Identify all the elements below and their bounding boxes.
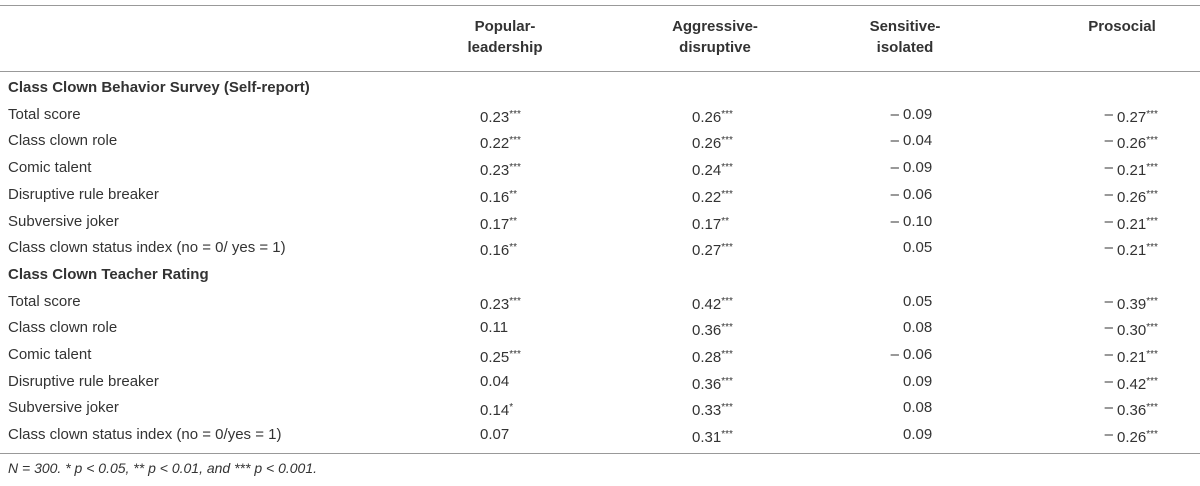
cell-value: 0.23***	[480, 108, 521, 126]
row-label: Disruptive rule breaker	[8, 372, 159, 390]
row-label: Subversive joker	[8, 399, 119, 417]
cell-value: 0.33***	[692, 402, 733, 420]
cell-value: 0.42***	[692, 295, 733, 313]
cell-value: 0.23***	[480, 162, 521, 180]
cell-value: 0.28***	[692, 349, 733, 366]
cell-value: 0.22***	[480, 135, 521, 153]
cell-value: 0.16**	[480, 188, 517, 206]
bottom-rule	[0, 453, 1200, 454]
cell-value: 0.04	[480, 372, 510, 390]
cell-value: 0.16**	[480, 242, 517, 260]
cell-value: 0.27***	[692, 242, 733, 260]
cell-value: –0.06	[890, 185, 933, 203]
top-rule	[0, 5, 1200, 6]
section-title: Class Clown Teacher Rating	[8, 265, 209, 283]
cell-value: 0.17**	[480, 215, 517, 233]
cell-value: –0.21***	[1104, 346, 1158, 366]
cell-value: –0.21***	[1104, 159, 1158, 180]
column-header: Prosocial	[1088, 18, 1156, 35]
row-label: Class clown role	[8, 132, 118, 150]
cell-value: 0.25***	[480, 349, 521, 366]
cell-value: 0.09	[903, 372, 933, 390]
cell-value: 0.31***	[692, 429, 733, 447]
row-label: Total score	[8, 105, 81, 123]
cell-value: 0.36***	[692, 322, 733, 340]
cell-value: 0.17**	[692, 215, 729, 233]
cell-value: –0.26***	[1104, 185, 1158, 206]
cell-value: –0.09	[890, 105, 933, 123]
cell-value: –0.39***	[1104, 292, 1158, 313]
cell-value: 0.11	[480, 319, 509, 337]
cell-value: 0.26***	[692, 135, 733, 153]
row-label: Total score	[8, 292, 81, 310]
cell-value: 0.23***	[480, 295, 521, 313]
column-header: Aggressive- disruptive	[672, 18, 758, 56]
cell-value: –0.27***	[1104, 105, 1158, 126]
cell-value: –0.21***	[1104, 239, 1158, 260]
row-label: Comic talent	[8, 346, 92, 363]
cell-value: 0.05	[903, 292, 933, 310]
cell-value: 0.36***	[692, 375, 733, 393]
cell-value: –0.04	[890, 132, 933, 150]
row-label: Class clown role	[8, 319, 118, 337]
cell-value: –0.21***	[1104, 212, 1158, 233]
cell-value: 0.26***	[692, 108, 733, 126]
row-label: Disruptive rule breaker	[8, 185, 159, 203]
cell-value: 0.08	[903, 319, 933, 337]
cell-value: 0.22***	[692, 188, 733, 206]
cell-value: –0.10	[890, 212, 933, 230]
header-rule	[0, 71, 1200, 72]
cell-value: –0.42***	[1104, 372, 1158, 393]
cell-value: –0.26***	[1104, 132, 1158, 153]
row-label: Subversive joker	[8, 212, 119, 230]
cell-value: –0.30***	[1104, 319, 1158, 340]
cell-value: 0.24***	[692, 162, 733, 180]
cell-value: –0.09	[890, 159, 933, 177]
column-header: Popular- leadership	[467, 18, 543, 56]
section-title: Class Clown Behavior Survey (Self-report…	[8, 79, 310, 96]
row-label: Comic talent	[8, 159, 92, 177]
row-label: Class clown status index (no = 0/yes = 1…	[8, 426, 282, 444]
cell-value: –0.26***	[1104, 426, 1158, 447]
cell-value: –0.06	[890, 346, 933, 363]
footnote: N = 300. * p < 0.05, ** p < 0.01, and **…	[8, 460, 318, 476]
cell-value: 0.07	[480, 426, 510, 444]
cell-value: –0.36***	[1104, 399, 1158, 420]
cell-value: 0.09	[903, 426, 933, 444]
row-label: Class clown status index (no = 0/ yes = …	[8, 239, 286, 257]
column-header: Sensitive- isolated	[869, 18, 941, 56]
cell-value: 0.08	[903, 399, 933, 417]
cell-value: 0.05	[903, 239, 933, 257]
cell-value: 0.14*	[480, 402, 514, 420]
